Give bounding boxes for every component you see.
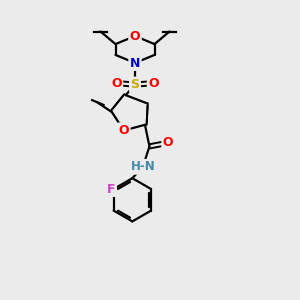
Text: O: O — [130, 29, 140, 43]
Text: O: O — [111, 76, 122, 90]
Text: H-N: H-N — [130, 160, 155, 173]
Text: F: F — [107, 182, 116, 196]
Text: O: O — [163, 136, 173, 149]
Text: O: O — [118, 124, 129, 137]
Text: O: O — [148, 76, 159, 90]
Text: N: N — [130, 56, 140, 70]
Text: S: S — [130, 78, 140, 91]
